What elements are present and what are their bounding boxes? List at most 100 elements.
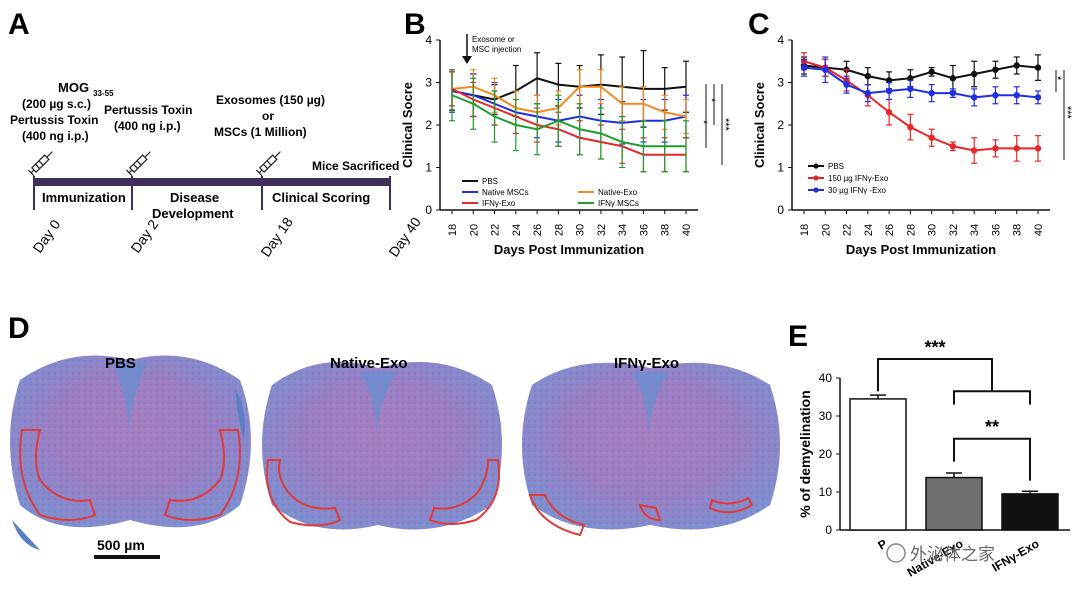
data-point xyxy=(970,70,978,78)
tissue-section-native-exo xyxy=(262,361,502,530)
x-tick-label: 36 xyxy=(638,224,650,236)
x-tick-label: IFNγ-Exo xyxy=(989,536,1041,574)
ptx1-dose: (400 ng i.p.) xyxy=(22,129,89,143)
bar xyxy=(1001,493,1059,531)
y-tick-label: 20 xyxy=(819,447,833,461)
legend-label: PBS xyxy=(828,162,844,171)
series-line xyxy=(451,85,687,118)
x-tick-label: 22 xyxy=(490,224,502,236)
panel-d-letter: D xyxy=(8,312,30,345)
watermark-text: 外泌体之家 xyxy=(910,545,995,564)
y-axis-label: Clinical Socre xyxy=(752,82,767,168)
data-point xyxy=(885,87,893,95)
data-point xyxy=(864,89,872,97)
x-tick-label: 24 xyxy=(863,224,875,236)
legend-marker xyxy=(813,187,819,193)
panel-d: D PBS Native-Exo xyxy=(8,312,780,559)
day-label: Day 18 xyxy=(257,214,296,260)
x-tick-label: 26 xyxy=(532,224,544,236)
legend-label: Native-Exo xyxy=(598,188,638,197)
mog-label: MOG 33-55 xyxy=(58,80,114,98)
x-tick-label: 26 xyxy=(884,224,896,236)
significance-star: * xyxy=(1051,76,1063,81)
data-point xyxy=(1013,62,1020,69)
y-tick-label: 2 xyxy=(777,118,784,132)
section-title-pbs: PBS xyxy=(105,355,136,372)
legend-label: PBS xyxy=(482,177,498,186)
y-tick-label: 3 xyxy=(777,76,784,90)
y-tick-label: 0 xyxy=(425,203,432,217)
legend-label: IFNγ MSCs xyxy=(598,199,639,208)
x-tick-label: 38 xyxy=(1012,224,1024,236)
y-tick-label: 3 xyxy=(425,76,432,90)
data-point xyxy=(907,85,914,93)
series-line xyxy=(451,94,686,148)
series-line xyxy=(451,90,687,124)
y-tick-label: 4 xyxy=(425,33,432,47)
exo-line-3: MSCs (1 Million) xyxy=(214,125,307,139)
data-point xyxy=(992,92,999,99)
legend-label: 150 µg IFNγ-Exo xyxy=(828,174,889,183)
x-tick-label: 36 xyxy=(990,224,1002,236)
data-point xyxy=(1034,145,1042,152)
series-line xyxy=(803,60,1038,152)
series-line xyxy=(803,64,1039,82)
wechat-icon xyxy=(886,543,906,563)
scale-bar-label: 500 µm xyxy=(97,537,145,553)
panel-a-letter: A xyxy=(8,8,30,41)
y-tick-label: 4 xyxy=(777,33,784,47)
phase-disease-2: Development xyxy=(152,206,234,221)
y-tick-label: 10 xyxy=(819,485,833,499)
phase-clinical: Clinical Scoring xyxy=(272,190,370,205)
significance-star: * xyxy=(705,98,717,103)
tissue-section-ifng-exo xyxy=(522,362,780,537)
y-axis-label: % of demyelination xyxy=(797,390,813,518)
x-tick-label: 24 xyxy=(511,224,523,236)
bar xyxy=(925,476,983,531)
data-point xyxy=(1013,92,1020,99)
section-title-native-exo: Native-Exo xyxy=(330,355,408,372)
significance-star: * xyxy=(697,120,709,125)
significance-bracket xyxy=(953,390,1031,405)
legend-label: 30 µg IFNγ -Exo xyxy=(828,186,887,195)
y-tick-label: 40 xyxy=(819,371,833,385)
x-axis-label: Days Post Immunization xyxy=(846,242,996,257)
exo-line-2: or xyxy=(262,109,274,123)
x-tick-label: 30 xyxy=(927,224,939,236)
data-point xyxy=(949,75,957,82)
injection-arrow-head xyxy=(462,56,472,64)
y-tick-label: 1 xyxy=(777,161,784,175)
x-tick-label: 20 xyxy=(468,224,480,236)
data-point xyxy=(885,109,893,116)
significance-bracket xyxy=(877,358,993,392)
syringe-icon xyxy=(27,151,53,177)
data-point xyxy=(949,143,957,150)
day-label: Day 40 xyxy=(385,214,424,260)
x-tick-label: 34 xyxy=(617,224,629,236)
significance-bracket xyxy=(953,437,1031,481)
significance-star: ** xyxy=(985,417,999,437)
x-tick-label: 40 xyxy=(681,224,693,236)
legend-marker xyxy=(813,175,819,181)
mice-sacrificed-label: Mice Sacrificed xyxy=(312,159,399,173)
x-tick-label: 20 xyxy=(820,224,832,236)
phase-immunization: Immunization xyxy=(42,190,126,205)
series-line xyxy=(451,87,686,156)
series-line xyxy=(451,77,687,101)
data-point xyxy=(843,81,850,88)
y-tick-label: 2 xyxy=(425,118,432,132)
x-tick-label: 22 xyxy=(842,224,854,236)
panel-a: A MOG 33-55 (200 µg s.c.) Pertussis Toxin… xyxy=(8,8,424,260)
day-label: Day 2 xyxy=(127,216,161,255)
y-tick-label: 0 xyxy=(777,203,784,217)
x-axis-label: Days Post Immunization xyxy=(494,242,644,257)
ptx2-title: Pertussis Toxin xyxy=(104,103,192,117)
data-point xyxy=(907,123,914,131)
x-tick-label: 28 xyxy=(905,224,917,236)
series-line xyxy=(803,66,1039,99)
data-point xyxy=(822,66,829,73)
panel-c-letter: C xyxy=(748,8,770,41)
timeline-bar xyxy=(34,178,390,186)
watermark: 外泌体之家 xyxy=(886,543,995,564)
